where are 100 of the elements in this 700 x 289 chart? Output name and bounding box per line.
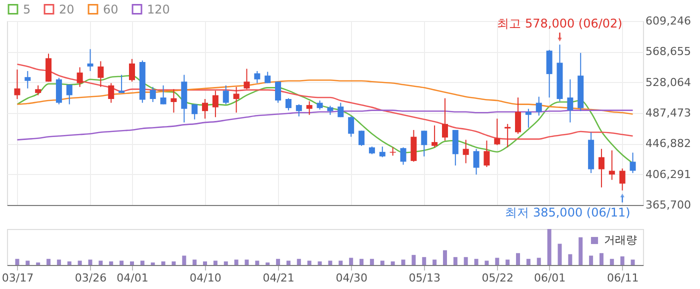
bar — [203, 261, 208, 265]
candlestick — [66, 84, 72, 105]
bar — [630, 260, 635, 265]
candlestick — [504, 123, 511, 148]
bar — [276, 258, 280, 265]
bar — [172, 261, 176, 265]
bar — [307, 260, 312, 265]
candlestick — [233, 86, 240, 114]
y-tick-label: 528,064 — [646, 76, 691, 89]
candlestick — [536, 96, 542, 116]
bar — [432, 260, 437, 265]
bar — [516, 253, 520, 265]
candlestick — [421, 130, 428, 157]
bar — [464, 257, 468, 265]
candlestick — [150, 86, 156, 103]
legend-label: 거래량 — [604, 234, 637, 246]
bar — [610, 258, 614, 265]
bar — [234, 260, 238, 265]
candlestick — [56, 77, 62, 105]
bar — [547, 229, 552, 265]
candlestick — [619, 168, 626, 191]
candlestick — [192, 104, 198, 120]
bar — [370, 258, 374, 265]
bar — [161, 261, 166, 265]
bar — [589, 256, 594, 265]
bar — [536, 258, 541, 265]
candlestick — [338, 102, 344, 118]
y-tick-label: 609,246 — [646, 14, 691, 28]
bar — [150, 262, 155, 265]
candlestick — [254, 70, 260, 84]
bar — [140, 260, 144, 265]
x-tick-label: 05/22 — [482, 272, 514, 284]
bar — [182, 256, 186, 265]
bar — [558, 244, 562, 265]
bar — [224, 261, 228, 265]
bar — [453, 257, 458, 265]
x-tick-label: 04/21 — [262, 272, 294, 284]
x-tick-label: 03/26 — [74, 272, 107, 284]
bar — [192, 260, 197, 265]
candlestick — [160, 84, 166, 105]
candlestick — [306, 100, 312, 116]
bar — [328, 260, 332, 265]
bar — [120, 260, 124, 265]
candlestick — [358, 130, 365, 146]
candlestick — [473, 148, 480, 176]
bar — [318, 261, 322, 265]
candlestick — [567, 78, 574, 123]
bar — [620, 256, 624, 265]
bar — [442, 250, 447, 265]
legend-label: 20 — [59, 2, 74, 16]
candlestick — [608, 150, 615, 180]
bar — [244, 260, 249, 265]
bar — [46, 258, 51, 265]
bar — [484, 260, 489, 265]
y-tick-label: 446,882 — [646, 137, 691, 150]
x-tick-label: 04/01 — [116, 272, 148, 284]
candlestick — [432, 124, 438, 148]
bar — [495, 258, 500, 265]
bar — [296, 258, 301, 265]
x-tick-label: 06/11 — [607, 272, 639, 284]
annotation: 최저 385,000 (06/11) — [505, 205, 630, 220]
candlestick — [35, 84, 42, 96]
bar — [422, 257, 426, 265]
bar — [526, 258, 530, 265]
candlestick — [442, 98, 448, 142]
bar — [338, 260, 343, 265]
candlestick — [98, 60, 104, 88]
bar — [474, 258, 478, 265]
candlestick — [14, 69, 20, 100]
bar — [506, 260, 510, 265]
bar — [412, 254, 416, 265]
bar — [568, 254, 572, 265]
candlestick — [348, 116, 354, 138]
y-tick-label: 568,655 — [646, 45, 691, 58]
bar — [390, 261, 395, 265]
bar — [78, 260, 82, 265]
candlestick — [285, 98, 292, 111]
candlestick — [484, 140, 490, 168]
candlestick — [379, 146, 386, 158]
candlestick — [24, 70, 31, 89]
candlestick — [170, 88, 177, 114]
candlestick — [316, 100, 323, 110]
candlestick — [118, 74, 125, 94]
bar — [15, 258, 20, 265]
candlestick — [630, 152, 636, 174]
candlestick — [46, 53, 52, 82]
bar — [26, 260, 30, 265]
bar — [286, 260, 290, 265]
candlestick — [462, 139, 469, 164]
bar — [98, 260, 103, 265]
x-tick-label: 06/01 — [534, 272, 566, 284]
bar — [401, 260, 406, 265]
candlestick — [327, 105, 334, 116]
candlestick — [202, 98, 208, 120]
x-tick-label: 04/10 — [190, 272, 222, 284]
bar — [255, 260, 260, 265]
candlestick — [108, 82, 114, 104]
bar — [213, 260, 218, 265]
legend-label: 120 — [147, 2, 170, 16]
candlestick — [598, 148, 604, 188]
